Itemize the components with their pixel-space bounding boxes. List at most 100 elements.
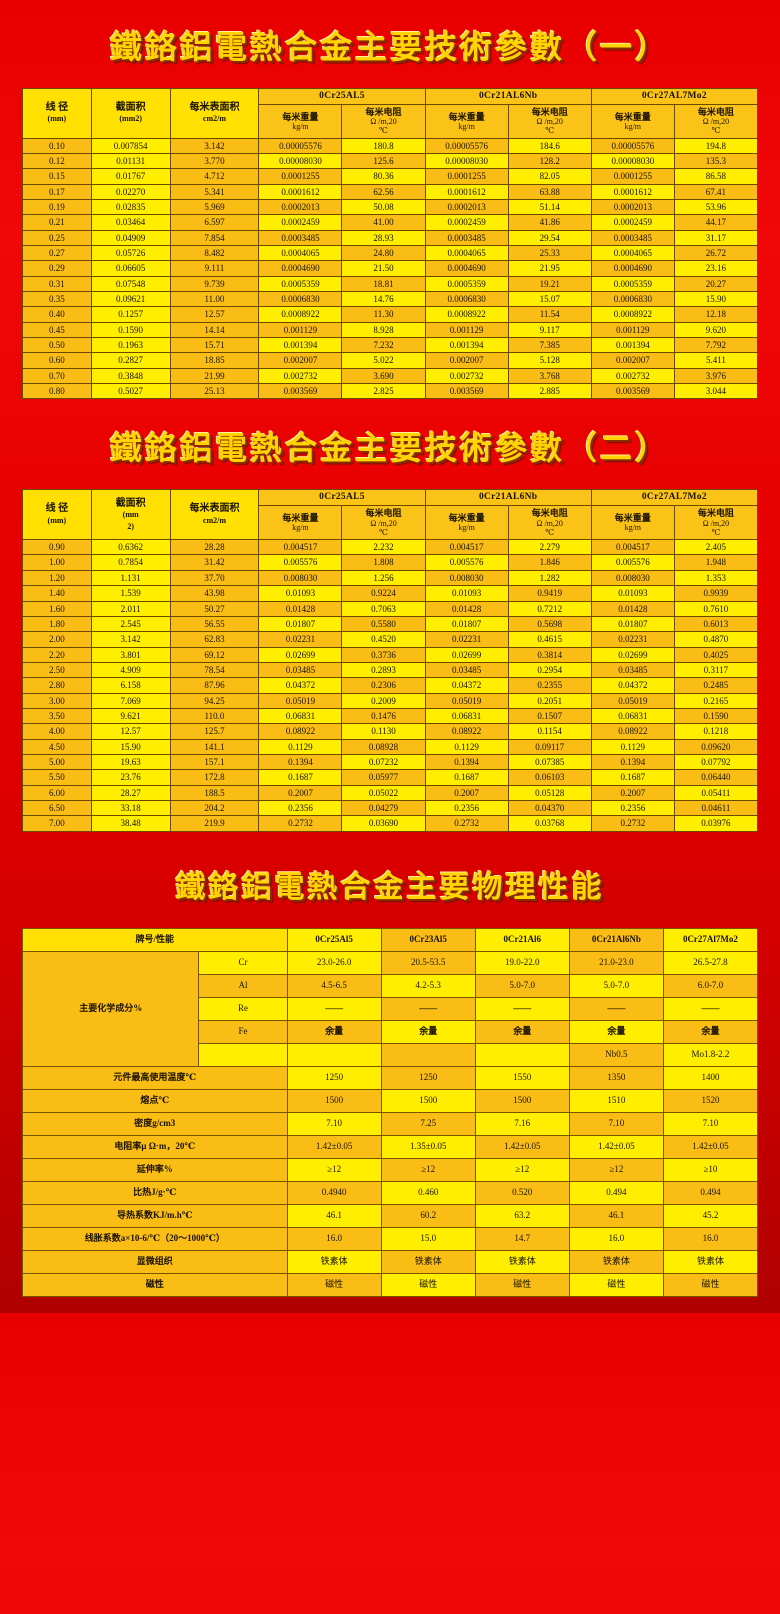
table-cell: 1.948 [673, 554, 759, 571]
table-cell: 铁素体 [380, 1249, 476, 1274]
table-cell: 0.07792 [673, 753, 759, 771]
table-cell: 0.6013 [673, 615, 759, 633]
table-cell: 0.08922 [424, 723, 509, 740]
table-cell: 45.2 [662, 1203, 759, 1228]
table-cell: 铁素体 [662, 1249, 759, 1274]
table-cell: 0.0005359 [424, 275, 509, 293]
table-cell: 62.56 [341, 183, 426, 201]
table-cell: 磁性 [474, 1272, 570, 1297]
table-cell: 3.044 [673, 383, 759, 400]
table-cell: 0.02835 [90, 199, 171, 216]
table-cell: 0.0005359 [258, 275, 343, 293]
table-cell: 14.14 [169, 321, 260, 339]
table-cell: 44.17 [673, 214, 759, 231]
table-cell: 135.3 [673, 152, 759, 170]
property-label: 显微组织 [22, 1249, 288, 1274]
table-cell: 1.80 [22, 615, 92, 633]
table-cell: 0.04370 [507, 799, 592, 817]
table-cell: 1250 [286, 1065, 382, 1090]
table-cell [286, 1042, 382, 1067]
table-cell: 16.0 [568, 1226, 664, 1251]
table-cell: 5.969 [169, 199, 260, 216]
table-cell: 7.069 [90, 692, 171, 709]
page-title-3: 鐵鉻鋁電熱合金主要物理性能 [175, 869, 605, 905]
property-label: 密度g/cm3 [22, 1111, 288, 1136]
table-cell: 6.0-7.0 [662, 973, 759, 998]
table-cell: 14.7 [474, 1226, 570, 1251]
table-cell: 0.05977 [341, 769, 426, 786]
table-cell: 19.21 [507, 275, 592, 293]
table-row: 0.40 0.1257 12.57 0.0008922 11.30 0.0008922 11… [22, 306, 759, 323]
table-cell: 0.1590 [673, 707, 759, 725]
table-cell: 9.111 [169, 260, 260, 277]
header-grade-property: 牌号/性能 [22, 927, 288, 952]
table-cell: 0.0005359 [590, 275, 675, 293]
table-cell: 0.01093 [424, 585, 509, 602]
table-row: 4.50 15.90 141.1 0.1129 0.08928 0.1129 0.09117… [22, 738, 759, 755]
table-cell: 21.95 [507, 260, 592, 277]
table-cell: 磁性 [286, 1272, 382, 1297]
table-cell: 0.2007 [258, 784, 343, 801]
alloy-header-0cr21al6nb: 0Cr21AL6Nb [424, 88, 592, 105]
table-cell: 0.04611 [673, 799, 759, 817]
table-cell: 2.279 [507, 539, 592, 556]
table-cell: 0.07232 [341, 753, 426, 771]
table-cell: 0.3848 [90, 367, 171, 385]
table-cell: 0.01807 [258, 615, 343, 633]
table-row: 1.40 1.539 43.98 0.01093 0.9224 0.01093 0.9419… [22, 585, 759, 602]
table-row: 延伸率% ≥12 ≥12 ≥12 ≥12 ≥10 [22, 1157, 759, 1182]
table-cell: 5.128 [507, 352, 592, 369]
sub-header-weight-2: 每米重量 kg/m [424, 505, 509, 541]
table-cell: 157.1 [169, 753, 260, 771]
table-2-wrapper: 线 径 (mm) 截面积 (mm 2) 每米表面积 cm2/m 0Cr25AL5… [0, 489, 780, 832]
table-cell [380, 1042, 476, 1067]
table-cell: 0.0002459 [590, 214, 675, 231]
table-cell: 0.01131 [90, 152, 171, 170]
table-cell: 87.96 [169, 677, 260, 694]
table-cell: 0.01093 [258, 585, 343, 602]
table-cell: 0.1129 [590, 738, 675, 755]
table-cell: 7.10 [568, 1111, 664, 1136]
table-cell: 80.36 [341, 168, 426, 185]
table-cell: 16.0 [286, 1226, 382, 1251]
table-cell: 0.0008922 [590, 306, 675, 323]
table-cell: 0.08922 [258, 723, 343, 740]
table-cell: 0.04372 [258, 677, 343, 694]
table-cell: 3.801 [90, 646, 171, 663]
table-cell: 0.05022 [341, 784, 426, 801]
table-cell: 28.27 [90, 784, 171, 801]
table-cell: 37.70 [169, 569, 260, 587]
sub-header-resistance-1: 每米电阻 Ω /m,20 ℃ [341, 103, 426, 139]
table-cell: 5.341 [169, 183, 260, 201]
table-cell: 94.25 [169, 692, 260, 709]
table-cell: 188.5 [169, 784, 260, 801]
table-cell: 23.76 [90, 769, 171, 786]
table-cell: 18.81 [341, 275, 426, 293]
table-cell: 1.256 [341, 569, 426, 587]
table-cell: 6.158 [90, 677, 171, 694]
table-cell: 15.07 [507, 291, 592, 308]
table-cell: 2.825 [341, 383, 426, 400]
sub-header-resistance-1: 每米电阻 Ω /m,20 ℃ [341, 505, 426, 541]
table-row: 熔点℃ 1500 1500 1500 1510 1520 [22, 1088, 759, 1113]
table-cell: 0.002732 [424, 367, 509, 385]
table-cell: 18.85 [169, 352, 260, 369]
table-cell: 1.42±0.05 [568, 1134, 664, 1159]
table-cell: 0.09117 [507, 738, 592, 755]
table-cell: 0.02231 [424, 631, 509, 648]
table-cell: 0.06831 [424, 707, 509, 725]
table-row: 7.00 38.48 219.9 0.2732 0.03690 0.2732 0.03768… [22, 815, 759, 832]
table-cell: 0.90 [22, 539, 92, 556]
table-cell: 0.0001255 [590, 168, 675, 185]
table-cell: 0.001394 [258, 337, 343, 354]
table-cell: 21.99 [169, 367, 260, 385]
table-cell: 1350 [568, 1065, 664, 1090]
table-row: Al 4.5-6.5 4.2-5.3 5.0-7.0 5.0-7.0 6.0-7.0 [23, 973, 759, 998]
table-cell: 0.1218 [673, 723, 759, 740]
table-cell: 0.02699 [590, 646, 675, 663]
table-cell: 0.008030 [590, 569, 675, 587]
table-cell: 5.411 [673, 352, 759, 369]
table-cell: 0.03464 [90, 214, 171, 231]
table-cell: 0.0003485 [590, 229, 675, 247]
table-1-head: 线 径 (mm) 截面积 (mm2) 每米表面积 cm2/m 0Cr25AL5 … [22, 88, 759, 139]
